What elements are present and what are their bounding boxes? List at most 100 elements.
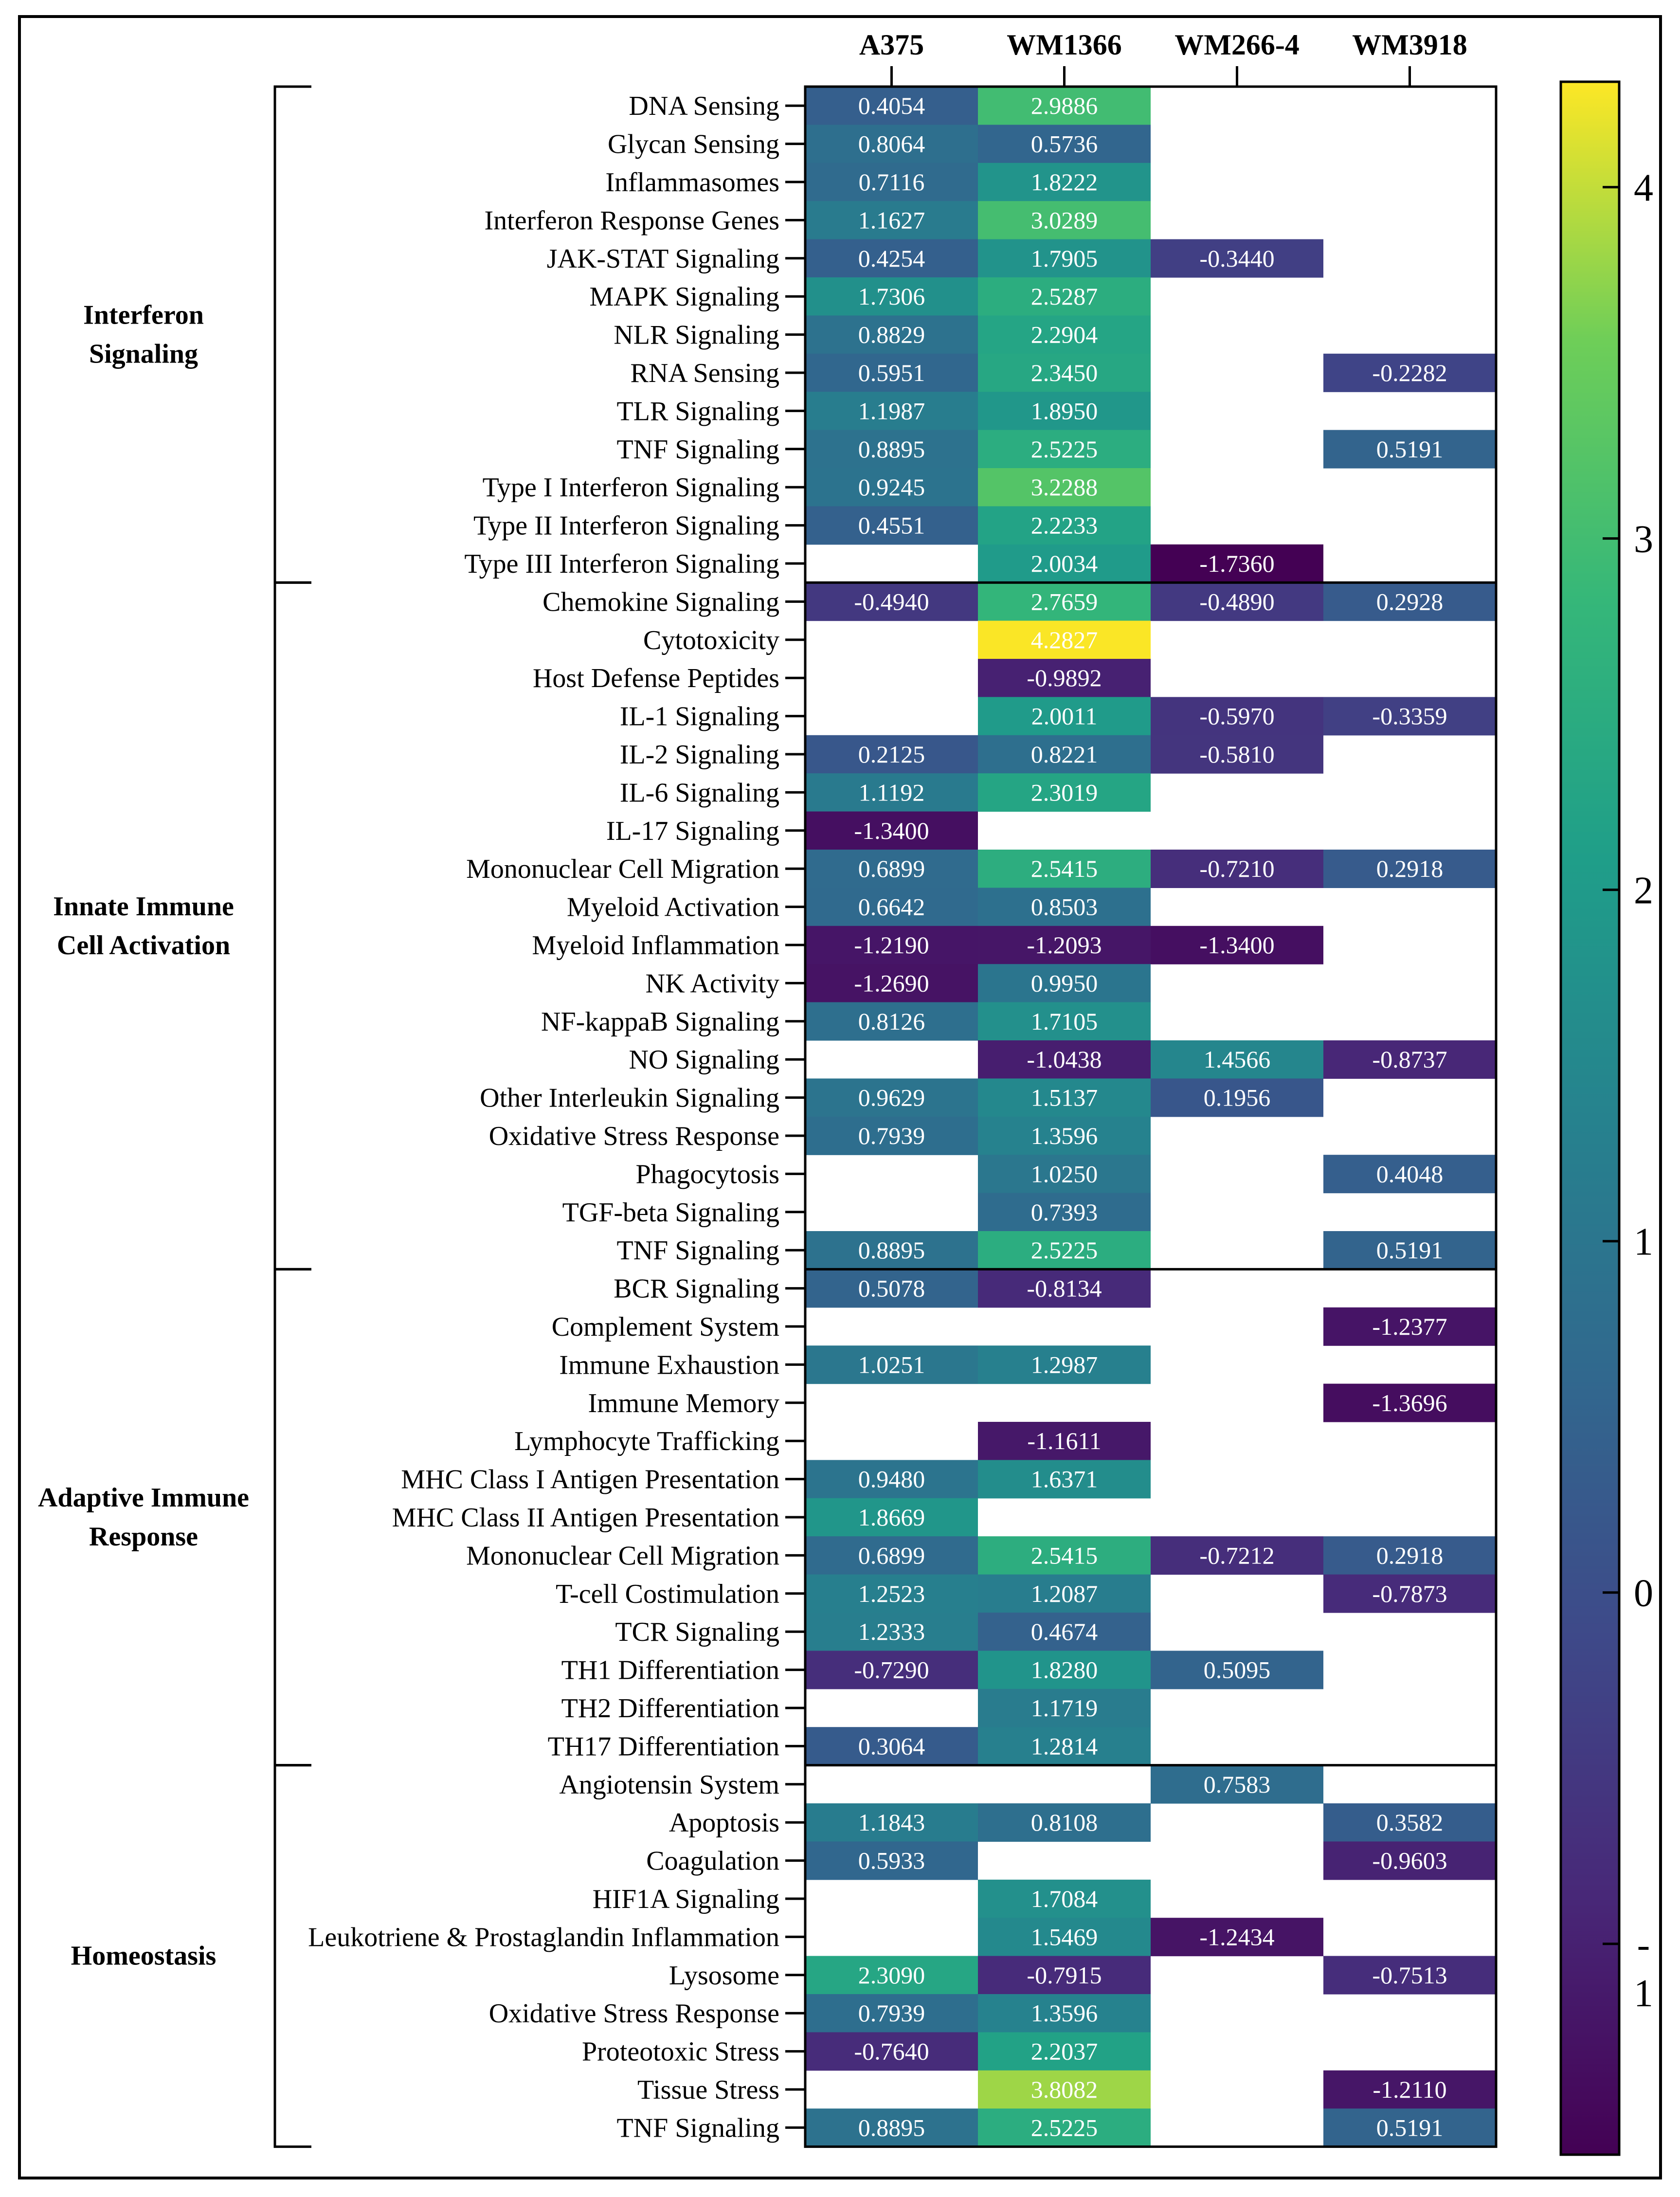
- row-label: TH2 Differentiation: [561, 1693, 779, 1724]
- heatmap-cell: [805, 850, 978, 888]
- row-label: Chemokine Signaling: [542, 587, 779, 617]
- cell-value-label: 2.2233: [1031, 512, 1098, 539]
- cell-value-label: 0.5078: [858, 1275, 925, 1302]
- cell-value-label: 0.7583: [1204, 1771, 1271, 1798]
- group-bracket: [273, 1268, 311, 1767]
- row-label: TNF Signaling: [617, 2113, 779, 2143]
- heatmap-cells: 0.4054 2.9886 0.8064 0.5736 0.7116 1.8222 1.16…: [805, 87, 1496, 2147]
- cell-value-label: 0.4048: [1376, 1160, 1444, 1187]
- heatmap-cell: [1151, 697, 1323, 736]
- cell-value-label: -0.8134: [1027, 1275, 1102, 1302]
- heatmap-cell: [805, 811, 978, 850]
- row-label: Complement System: [552, 1312, 779, 1342]
- heatmap-cell: [978, 506, 1151, 545]
- row-label: Oxidative Stress Response: [489, 1121, 779, 1151]
- row-label: Type II Interferon Signaling: [473, 511, 779, 541]
- heatmap-cell: [805, 1498, 978, 1537]
- heatmap-cell: [978, 1536, 1151, 1575]
- cell-value-label: 1.1719: [1031, 1694, 1098, 1722]
- heatmap-cell: [978, 315, 1151, 354]
- cell-value-label: 0.2125: [858, 741, 925, 768]
- row-label: TH1 Differentiation: [561, 1655, 779, 1686]
- heatmap-cell: [978, 468, 1151, 507]
- cell-value-label: 1.2087: [1031, 1580, 1098, 1607]
- heatmap-cell: [978, 1460, 1151, 1499]
- cell-value-label: 0.9629: [858, 1084, 925, 1111]
- row-label: MHC Class I Antigen Presentation: [401, 1465, 779, 1495]
- cell-value-label: 1.3596: [1031, 1999, 1098, 2027]
- cell-value-label: -0.5970: [1199, 703, 1274, 730]
- heatmap-cell: [1323, 582, 1496, 621]
- group-bracket: [273, 1764, 311, 2148]
- heatmap-border: [804, 85, 1498, 2148]
- heatmap-cell: [805, 1460, 978, 1499]
- cell-value-label: 1.2814: [1031, 1732, 1098, 1760]
- heatmap-cell: [1323, 1956, 1496, 1995]
- heatmap-cell: [978, 2070, 1151, 2109]
- row-label: TGF-beta Signaling: [562, 1198, 779, 1228]
- row-label: Myeloid Activation: [567, 892, 779, 923]
- row-label: TH17 Differentiation: [548, 1731, 779, 1761]
- heatmap-cell: [978, 659, 1151, 697]
- cell-value-label: -1.2690: [854, 969, 929, 997]
- colorbar: 4 3 2 1 0 -1: [1559, 80, 1653, 2156]
- cell-value-label: 1.7905: [1031, 245, 1098, 272]
- heatmap-cell: [1151, 735, 1323, 774]
- cell-value-label: -1.2190: [854, 931, 929, 959]
- heatmap-cell: [1151, 582, 1323, 621]
- heatmap-cell: [1323, 697, 1496, 736]
- heatmap-cell: [1151, 1040, 1323, 1079]
- heatmap-cell: [1323, 1307, 1496, 1346]
- row-label: Glycan Sensing: [608, 129, 779, 160]
- heatmap-cell: [978, 2108, 1151, 2147]
- heatmap-cell: [978, 888, 1151, 926]
- cell-value-label: 2.3019: [1031, 779, 1098, 806]
- heatmap-cell: [805, 239, 978, 278]
- heatmap-cell: [805, 1269, 978, 1308]
- row-label: Type I Interferon Signaling: [483, 472, 779, 503]
- row-label: NK Activity: [646, 968, 779, 999]
- row-label: Mononuclear Cell Migration: [466, 1541, 779, 1571]
- cell-value-label: 0.8503: [1031, 893, 1098, 921]
- cell-value-label: 0.5933: [858, 1847, 925, 1874]
- heatmap-cell: [978, 1078, 1151, 1117]
- cell-value-label: -0.7873: [1372, 1580, 1447, 1607]
- row-label: Inflammasomes: [605, 167, 779, 198]
- row-label: Lysosome: [669, 1961, 779, 1991]
- heatmap-cell: [978, 1155, 1151, 1194]
- cell-value-label: -0.5810: [1199, 741, 1274, 768]
- cell-value-label: 1.8669: [858, 1504, 925, 1531]
- cell-value-label: 0.8221: [1031, 741, 1098, 768]
- cell-value-label: 2.0011: [1031, 703, 1098, 730]
- row-label: Angiotensin System: [559, 1770, 779, 1800]
- cell-value-label: 1.5469: [1031, 1923, 1098, 1950]
- heatmap-cell: [978, 735, 1151, 774]
- colorbar-tick-label: 4: [1634, 167, 1653, 210]
- cell-value-label: 0.9950: [1031, 969, 1098, 997]
- cell-value-label: 2.5225: [1031, 2114, 1098, 2141]
- cell-value-label: 0.3064: [858, 1732, 925, 1760]
- heatmap-cell: [1323, 1841, 1496, 1880]
- row-label: Cytotoxicity: [643, 625, 779, 655]
- heatmap-cell: [978, 1727, 1151, 1766]
- heatmap-cell: [1151, 1078, 1323, 1117]
- row-label: Proteotoxic Stress: [582, 2037, 779, 2067]
- cell-value-label: 3.0289: [1031, 206, 1098, 234]
- cell-value-label: 0.8829: [858, 321, 925, 348]
- cell-value-label: 1.8280: [1031, 1656, 1098, 1684]
- heatmap-cell: [805, 1803, 978, 1842]
- heatmap-cell: [805, 2108, 978, 2147]
- heatmap-cell: [1323, 1231, 1496, 1270]
- heatmap-cell: [978, 1040, 1151, 1079]
- heatmap-cell: [978, 87, 1151, 125]
- row-label: TLR Signaling: [617, 396, 779, 426]
- cell-value-label: 0.5191: [1376, 2114, 1444, 2141]
- row-label: JAK-STAT Signaling: [547, 244, 779, 274]
- cell-value-label: 1.8222: [1031, 168, 1098, 196]
- cell-value-label: 0.5736: [1031, 130, 1098, 158]
- group-bracket: [273, 85, 311, 584]
- row-label: T-cell Costimulation: [556, 1579, 779, 1609]
- row-label: Immune Exhaustion: [559, 1350, 779, 1380]
- cell-value-label: 2.2904: [1031, 321, 1098, 348]
- row-label: TNF Signaling: [617, 1235, 779, 1266]
